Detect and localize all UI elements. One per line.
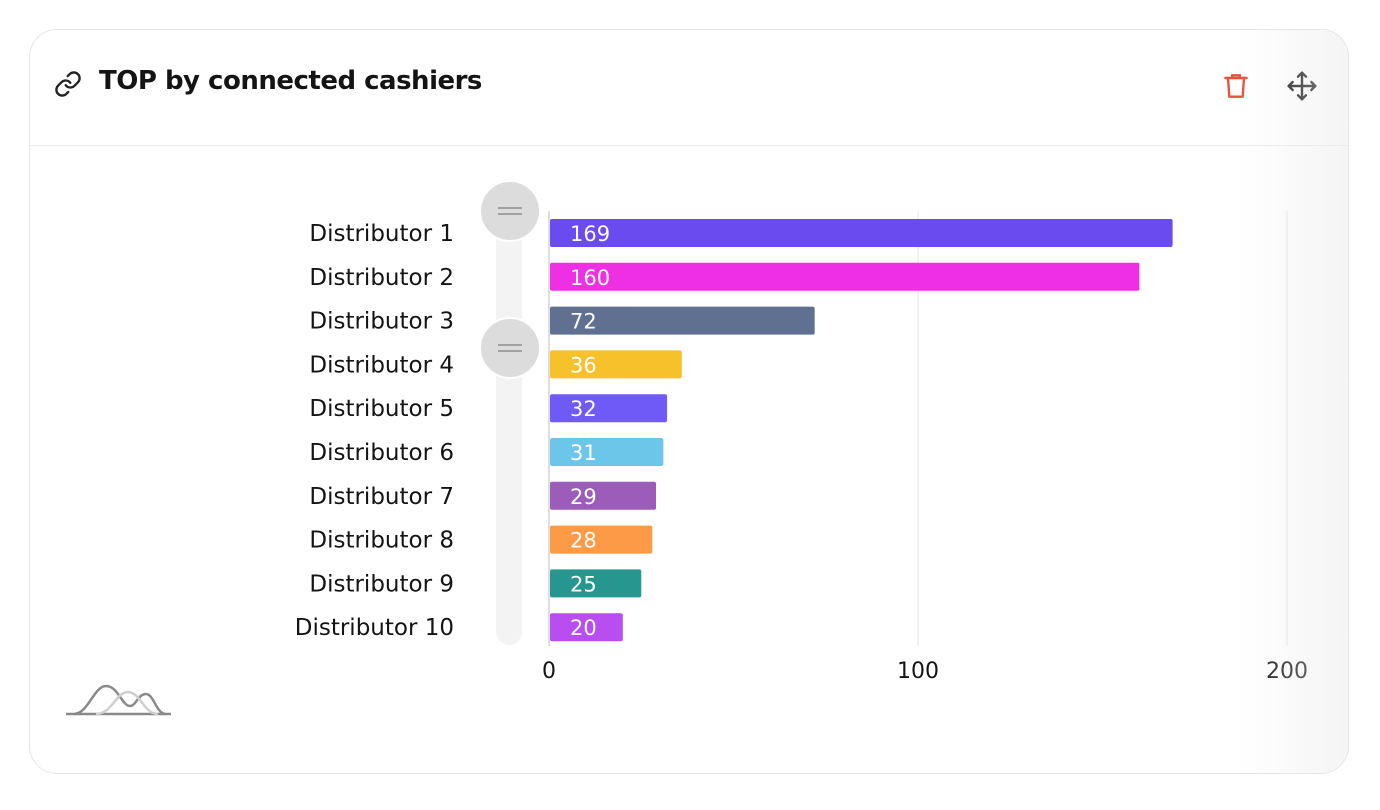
widget-title: TOP by connected cashiers bbox=[99, 66, 482, 96]
bar[interactable] bbox=[550, 394, 668, 423]
category-label: Distributor 8 bbox=[309, 528, 454, 554]
category-label: Distributor 9 bbox=[309, 571, 454, 597]
bar[interactable] bbox=[550, 350, 682, 379]
x-tick-label: 0 bbox=[542, 659, 556, 684]
bar[interactable] bbox=[550, 262, 1140, 291]
category-label: Distributor 10 bbox=[295, 615, 454, 641]
category-label: Distributor 2 bbox=[309, 265, 454, 291]
bar-value-label: 72 bbox=[570, 310, 597, 334]
bar-value-label: 36 bbox=[570, 353, 597, 377]
slider-track[interactable] bbox=[496, 213, 522, 645]
link-icon[interactable] bbox=[54, 70, 82, 98]
bar[interactable] bbox=[550, 525, 653, 554]
bars: 169 160 72 36 32 31 29 28 25 20 bbox=[550, 219, 1173, 642]
widget-header: TOP by connected cashiers bbox=[30, 30, 1348, 146]
distribution-curve-icon[interactable] bbox=[66, 684, 171, 716]
bar[interactable] bbox=[550, 306, 815, 335]
bar-value-label: 32 bbox=[570, 397, 597, 421]
category-labels: Distributor 1 Distributor 2 Distributor 3 D… bbox=[295, 221, 454, 641]
category-label: Distributor 6 bbox=[309, 440, 454, 466]
bar-value-label: 29 bbox=[570, 485, 597, 509]
category-label: Distributor 7 bbox=[309, 484, 454, 510]
category-label: Distributor 5 bbox=[309, 396, 454, 422]
slider-handle[interactable] bbox=[479, 317, 541, 379]
category-label: Distributor 1 bbox=[309, 221, 454, 247]
zoom-slider[interactable] bbox=[479, 180, 541, 645]
bar-value-label: 25 bbox=[570, 572, 597, 596]
bar-value-label: 28 bbox=[570, 529, 597, 553]
category-label: Distributor 3 bbox=[309, 309, 454, 335]
chart-widget-card: TOP by connected cashiers 169 160 72 36 32 31… bbox=[29, 29, 1349, 774]
bar[interactable] bbox=[550, 481, 657, 510]
trash-icon[interactable] bbox=[1220, 70, 1252, 102]
x-axis-ticks: 0 100 200 bbox=[542, 659, 1308, 684]
x-tick-label: 100 bbox=[897, 659, 939, 684]
bar[interactable] bbox=[550, 613, 623, 642]
bar[interactable] bbox=[550, 569, 642, 598]
move-icon[interactable] bbox=[1286, 70, 1318, 102]
slider-handle[interactable] bbox=[479, 180, 541, 242]
category-label: Distributor 4 bbox=[309, 352, 454, 378]
x-tick-label: 200 bbox=[1266, 659, 1308, 684]
bar-value-label: 160 bbox=[570, 266, 610, 290]
bar[interactable] bbox=[550, 219, 1173, 247]
bar-value-label: 169 bbox=[570, 222, 610, 246]
bar-value-label: 20 bbox=[570, 616, 597, 640]
bar[interactable] bbox=[550, 438, 664, 466]
bar-value-label: 31 bbox=[570, 441, 597, 465]
